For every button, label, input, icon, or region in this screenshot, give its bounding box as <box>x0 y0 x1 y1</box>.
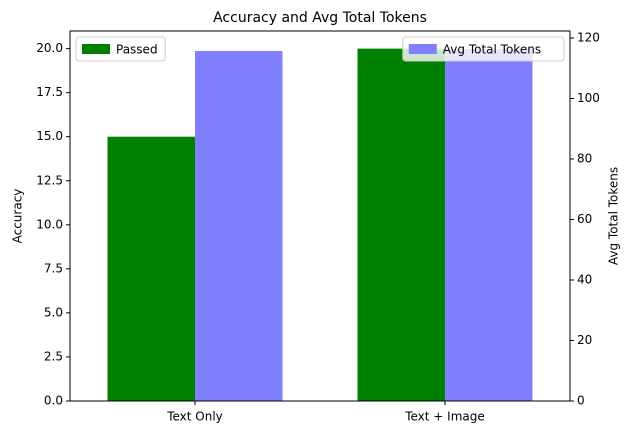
y-tick-label: 17.5 <box>36 85 63 99</box>
y2-tick-label: 40 <box>577 272 592 286</box>
legend-label: Avg Total Tokens <box>443 43 541 57</box>
x-tick-label: Text + Image <box>404 410 485 424</box>
y-tick-label: 7.5 <box>44 261 63 275</box>
y-tick-label: 2.5 <box>44 349 63 363</box>
y2-tick-label: 60 <box>577 212 592 226</box>
y-tick-label: 5.0 <box>44 305 63 319</box>
bar <box>357 48 445 401</box>
y-tick-label: 10.0 <box>36 217 63 231</box>
x-tick-label: Text Only <box>166 410 223 424</box>
bar <box>445 49 533 401</box>
y-tick-label: 12.5 <box>36 173 63 187</box>
y2-tick-label: 0 <box>577 394 585 408</box>
y2-tick-label: 20 <box>577 333 592 347</box>
chart-title: Accuracy and Avg Total Tokens <box>213 10 427 26</box>
legend-label: Passed <box>116 43 158 57</box>
y2-axis-label: Avg Total Tokens <box>607 167 621 265</box>
y-tick-label: 15.0 <box>36 129 63 143</box>
legend-box <box>402 36 565 62</box>
bar <box>195 50 283 402</box>
y2-tick-label: 80 <box>577 151 592 165</box>
legend-swatch <box>408 44 437 54</box>
y-tick-label: 20.0 <box>36 41 63 55</box>
y2-tick-label: 120 <box>577 30 600 44</box>
y2-tick-label: 100 <box>577 91 600 105</box>
bar <box>107 136 195 401</box>
legend-swatch <box>82 44 110 54</box>
legend-box <box>75 36 166 62</box>
y-axis-label: Accuracy <box>11 189 25 244</box>
axes-frame <box>69 30 571 402</box>
y-tick-label: 0.0 <box>44 394 63 408</box>
